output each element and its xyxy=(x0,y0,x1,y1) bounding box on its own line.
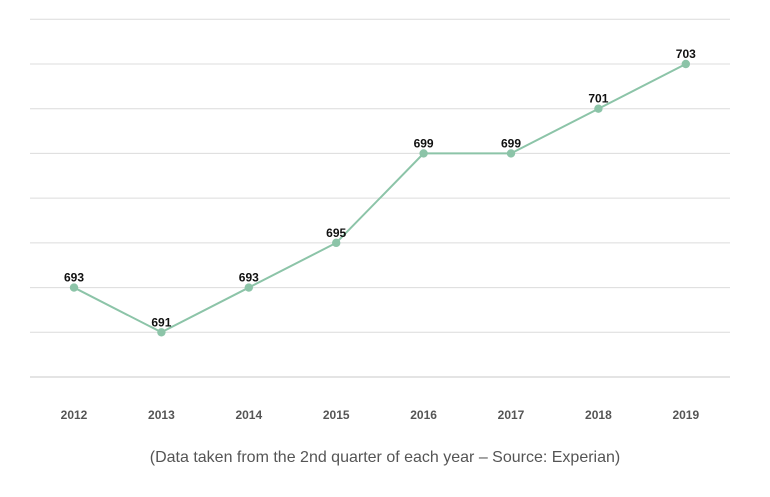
data-labels: 693 691 693 695 699 699 701 703 xyxy=(64,47,696,329)
data-label: 693 xyxy=(64,271,84,285)
data-point xyxy=(594,104,603,113)
data-label: 699 xyxy=(414,136,434,150)
data-point xyxy=(419,149,428,158)
x-tick-label: 2018 xyxy=(585,408,612,422)
x-tick-label: 2012 xyxy=(61,408,88,422)
data-point xyxy=(244,283,253,292)
data-point xyxy=(506,149,516,158)
data-label: 693 xyxy=(239,271,259,285)
chart-caption: (Data taken from the 2nd quarter of each… xyxy=(149,449,621,466)
series-line-group xyxy=(73,63,687,334)
x-tick-labels: 2012 2013 2014 2015 2016 2017 2018 2019 xyxy=(61,408,700,422)
data-point xyxy=(681,59,690,69)
x-tick-label: 2016 xyxy=(410,408,437,422)
data-label: 699 xyxy=(501,136,521,150)
gridlines xyxy=(30,18,730,333)
data-label: 703 xyxy=(676,47,696,61)
data-point xyxy=(332,238,341,248)
data-label: 701 xyxy=(588,92,608,106)
x-tick-label: 2017 xyxy=(498,408,525,422)
x-tick-label: 2013 xyxy=(148,408,175,422)
x-tick-label: 2019 xyxy=(672,408,699,422)
x-tick-label: 2015 xyxy=(323,408,350,422)
data-point xyxy=(69,283,79,292)
data-label: 695 xyxy=(326,226,346,240)
data-point xyxy=(157,328,166,337)
data-label: 691 xyxy=(151,315,171,329)
series-line xyxy=(73,63,687,334)
data-points xyxy=(69,59,690,337)
x-tick-label: 2014 xyxy=(235,408,262,422)
